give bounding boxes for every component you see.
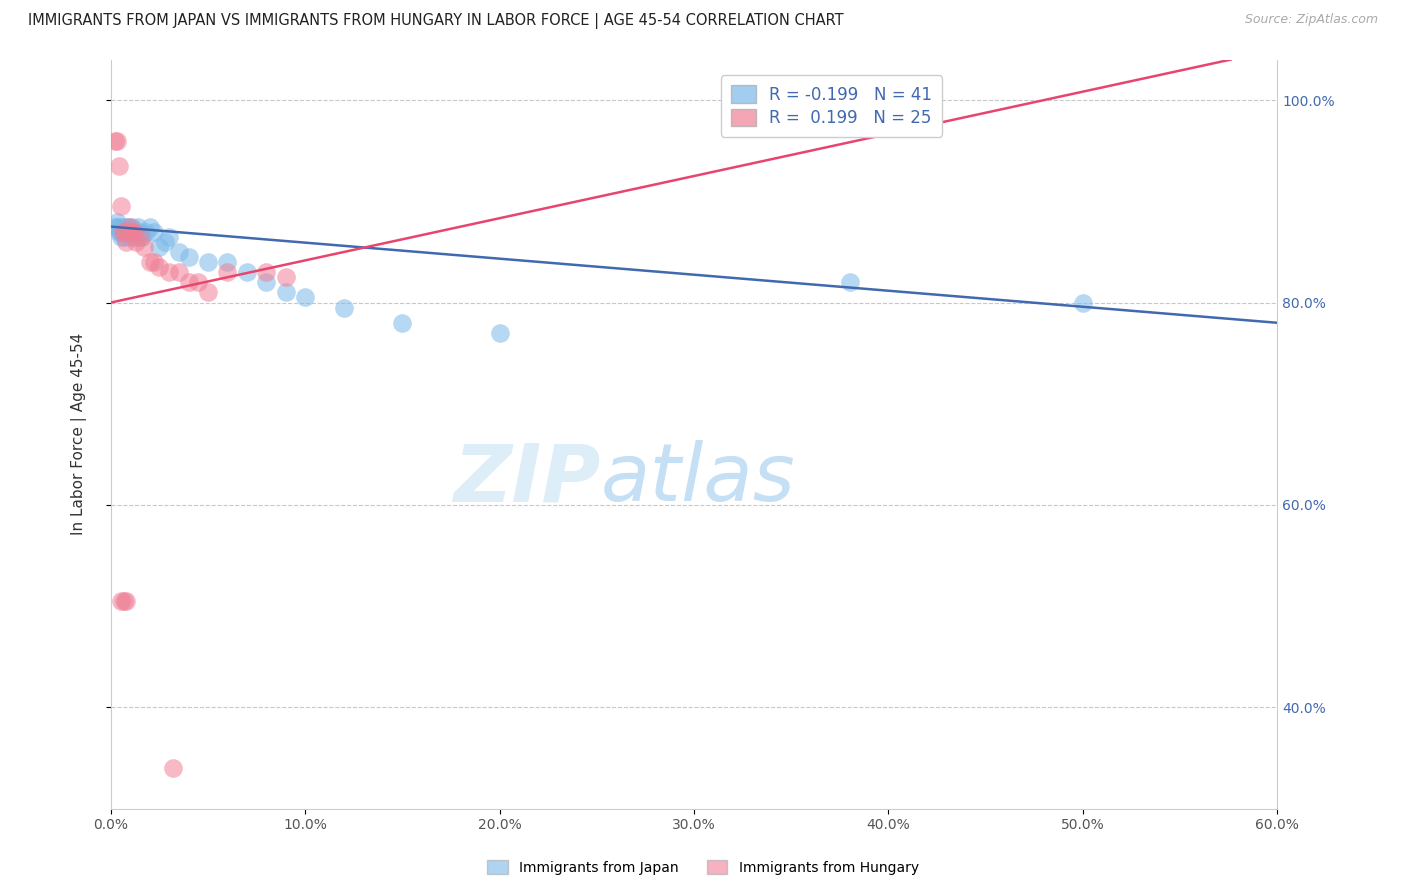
- Point: [274, 270, 297, 285]
- Point: [104, 134, 127, 148]
- Point: [157, 229, 180, 244]
- Point: [110, 229, 132, 244]
- Point: [148, 260, 170, 274]
- Point: [217, 265, 239, 279]
- Point: [236, 265, 259, 279]
- Point: [254, 275, 277, 289]
- Point: [274, 285, 297, 300]
- Point: [197, 285, 219, 300]
- Point: [125, 229, 148, 244]
- Text: ZIP: ZIP: [453, 440, 600, 518]
- Point: [148, 240, 170, 254]
- Point: [105, 134, 128, 148]
- Point: [138, 255, 160, 269]
- Point: [114, 229, 136, 244]
- Point: [838, 275, 860, 289]
- Point: [391, 316, 413, 330]
- Point: [138, 219, 160, 234]
- Point: [107, 225, 129, 239]
- Point: [488, 326, 510, 340]
- Point: [121, 225, 143, 239]
- Point: [122, 225, 145, 239]
- Point: [120, 229, 142, 244]
- Point: [115, 594, 138, 608]
- Point: [115, 225, 138, 239]
- Point: [110, 225, 132, 239]
- Point: [110, 594, 132, 608]
- Text: Source: ZipAtlas.com: Source: ZipAtlas.com: [1244, 13, 1378, 27]
- Point: [105, 214, 128, 228]
- Y-axis label: In Labor Force | Age 45-54: In Labor Force | Age 45-54: [72, 333, 87, 535]
- Point: [167, 244, 190, 259]
- Point: [333, 301, 356, 315]
- Point: [111, 225, 134, 239]
- Point: [129, 225, 152, 239]
- Point: [120, 219, 142, 234]
- Point: [105, 219, 128, 234]
- Point: [177, 250, 200, 264]
- Text: IMMIGRANTS FROM JAPAN VS IMMIGRANTS FROM HUNGARY IN LABOR FORCE | AGE 45-54 CORR: IMMIGRANTS FROM JAPAN VS IMMIGRANTS FROM…: [28, 13, 844, 29]
- Point: [117, 219, 139, 234]
- Point: [125, 235, 148, 249]
- Point: [131, 229, 153, 244]
- Point: [187, 275, 209, 289]
- Point: [217, 255, 239, 269]
- Point: [121, 219, 143, 234]
- Point: [167, 265, 190, 279]
- Point: [115, 235, 138, 249]
- Point: [107, 159, 129, 173]
- Point: [142, 255, 165, 269]
- Point: [177, 275, 200, 289]
- Legend: Immigrants from Japan, Immigrants from Hungary: Immigrants from Japan, Immigrants from H…: [482, 855, 924, 880]
- Point: [132, 240, 155, 254]
- Point: [107, 219, 129, 234]
- Point: [155, 235, 177, 249]
- Point: [254, 265, 277, 279]
- Point: [157, 265, 180, 279]
- Point: [142, 225, 165, 239]
- Point: [162, 761, 184, 775]
- Point: [1071, 295, 1094, 310]
- Point: [111, 219, 134, 234]
- Text: atlas: atlas: [600, 440, 796, 518]
- Point: [129, 229, 152, 244]
- Point: [114, 225, 136, 239]
- Point: [127, 219, 149, 234]
- Point: [117, 225, 139, 239]
- Point: [114, 594, 136, 608]
- Point: [197, 255, 219, 269]
- Legend: R = -0.199   N = 41, R =  0.199   N = 25: R = -0.199 N = 41, R = 0.199 N = 25: [721, 76, 942, 136]
- Point: [294, 291, 316, 305]
- Point: [122, 225, 145, 239]
- Point: [114, 225, 136, 239]
- Point: [115, 219, 138, 234]
- Point: [135, 225, 157, 239]
- Point: [111, 225, 134, 239]
- Point: [120, 225, 142, 239]
- Point: [110, 199, 132, 213]
- Point: [104, 219, 127, 234]
